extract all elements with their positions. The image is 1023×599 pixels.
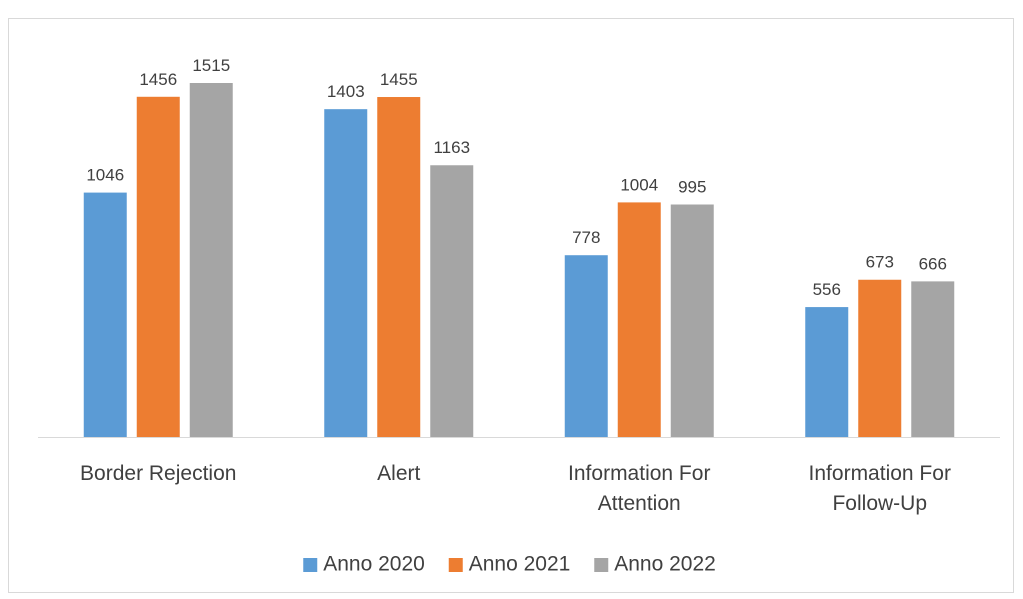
legend-swatch bbox=[594, 558, 609, 572]
data-label: 556 bbox=[813, 280, 841, 299]
data-label: 1515 bbox=[192, 56, 230, 75]
bar bbox=[805, 307, 849, 437]
x-tick-label: Information For Follow-Up bbox=[808, 462, 951, 515]
bar bbox=[911, 281, 955, 437]
data-label: 1455 bbox=[380, 70, 418, 89]
legend-swatch bbox=[448, 558, 463, 572]
legend-label: Anno 2021 bbox=[469, 553, 571, 576]
bar bbox=[564, 255, 608, 437]
bar bbox=[136, 96, 180, 438]
data-label: 1004 bbox=[620, 175, 658, 194]
data-label: 666 bbox=[919, 254, 947, 273]
data-label: 1163 bbox=[433, 138, 470, 157]
bar bbox=[858, 279, 902, 437]
data-label: 778 bbox=[572, 228, 600, 247]
legend-label: Anno 2020 bbox=[323, 553, 425, 576]
data-label: 995 bbox=[678, 178, 706, 197]
bar bbox=[377, 97, 421, 437]
bar bbox=[324, 109, 368, 438]
legend-swatch bbox=[303, 558, 318, 572]
bar bbox=[670, 204, 714, 437]
data-label: 1403 bbox=[327, 82, 365, 101]
bar bbox=[617, 202, 661, 437]
bar bbox=[83, 192, 127, 437]
legend-label: Anno 2022 bbox=[614, 553, 716, 576]
x-tick-label: Information For Attention bbox=[568, 462, 711, 515]
bar bbox=[189, 83, 233, 437]
data-label: 673 bbox=[866, 253, 894, 272]
x-tick-label: Border Rejection bbox=[80, 462, 237, 485]
bar bbox=[430, 165, 474, 437]
data-label: 1456 bbox=[139, 70, 177, 89]
data-label: 1046 bbox=[86, 166, 124, 185]
x-tick-label: Alert bbox=[377, 462, 421, 485]
